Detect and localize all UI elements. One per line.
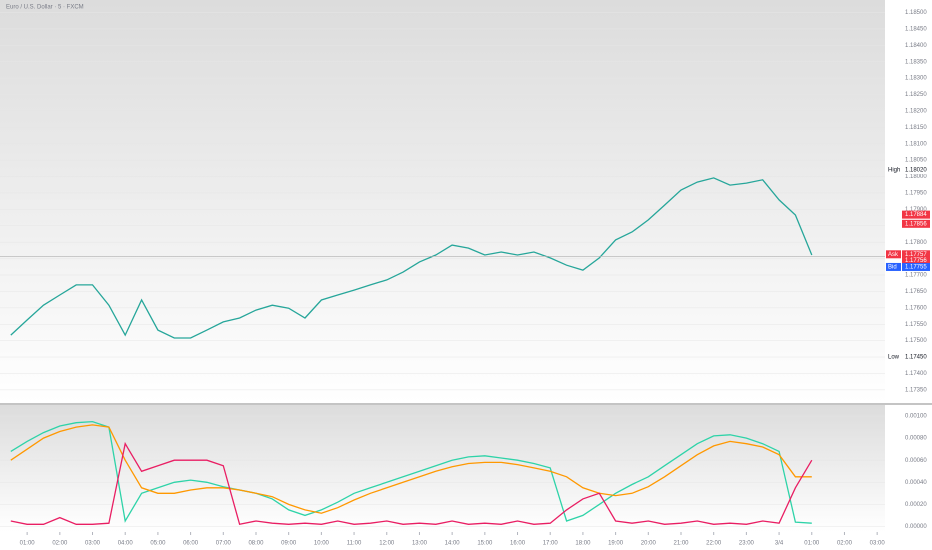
y-tick-label: 1.18400 xyxy=(905,43,927,49)
price-label-box xyxy=(902,165,930,174)
x-tick-label: 07:00 xyxy=(216,541,232,547)
x-tick-label: 13:00 xyxy=(412,541,428,547)
x-tick-label: 18:00 xyxy=(575,541,591,547)
y-tick-label: 0.00080 xyxy=(905,436,927,442)
y-tick-label: 1.17400 xyxy=(905,371,927,377)
series-line xyxy=(10,424,812,514)
x-tick-label: 3/4 xyxy=(775,541,784,547)
y-tick-label: 1.17650 xyxy=(905,289,927,295)
price-label-box xyxy=(902,210,930,219)
price-label-name: High xyxy=(888,168,900,174)
x-tick-label: 20:00 xyxy=(641,541,657,547)
y-tick-label: 0.00000 xyxy=(905,524,927,530)
x-tick-label: 15:00 xyxy=(477,541,493,547)
price-label-box xyxy=(902,219,930,228)
y-tick-label: 1.17350 xyxy=(905,387,927,393)
price-label-name: Bid xyxy=(888,265,897,271)
price-label: 1.17450 xyxy=(905,355,927,361)
x-tick-label: 02:00 xyxy=(52,541,68,547)
x-tick-label: 21:00 xyxy=(673,541,689,547)
y-tick-label: 1.17600 xyxy=(905,305,927,311)
y-tick-label: 1.18150 xyxy=(905,125,927,131)
y-tick-label: 0.00020 xyxy=(905,502,927,508)
price-label-name: Ask xyxy=(888,252,899,258)
y-tick-label: 1.18050 xyxy=(905,158,927,164)
price-pane xyxy=(0,0,885,403)
price-label-tag xyxy=(886,262,901,271)
x-tick-label: 10:00 xyxy=(314,541,330,547)
chart-title: Euro / U.S. Dollar · 5 · FXCM xyxy=(6,5,84,11)
series-line xyxy=(10,177,813,339)
x-tick-label: 22:00 xyxy=(706,541,722,547)
price-label-tag xyxy=(886,250,901,259)
y-tick-label: 0.00100 xyxy=(905,414,927,420)
price-label: 1.17856 xyxy=(905,221,927,227)
x-tick-label: 01:00 xyxy=(20,541,36,547)
price-label-box xyxy=(902,353,930,362)
y-tick-label: 1.18500 xyxy=(905,10,927,16)
x-tick-label: 11:00 xyxy=(347,541,362,547)
y-tick-label: 1.17900 xyxy=(905,207,927,213)
y-tick-label: 1.18350 xyxy=(905,59,927,65)
y-tick-label: 1.18000 xyxy=(905,174,927,180)
indicator-pane xyxy=(0,405,885,532)
y-tick-label: 1.18450 xyxy=(905,26,927,32)
y-tick-label: 1.17500 xyxy=(905,338,927,344)
series-line xyxy=(10,420,812,524)
y-tick-label: 0.00060 xyxy=(905,458,927,464)
y-tick-label: 1.17550 xyxy=(905,322,927,328)
y-tick-label: 1.17700 xyxy=(905,273,927,279)
y-tick-label: 1.18200 xyxy=(905,109,927,115)
series-line xyxy=(10,441,813,526)
price-label-name: Low xyxy=(888,355,900,361)
x-tick-label: 04:00 xyxy=(118,541,134,547)
x-tick-label: 06:00 xyxy=(183,541,199,547)
x-tick-label: 19:00 xyxy=(608,541,624,547)
price-label-box xyxy=(902,262,930,271)
price-label-tag xyxy=(886,353,901,362)
x-tick-label: 08:00 xyxy=(248,541,264,547)
x-tick-label: 16:00 xyxy=(510,541,526,547)
price-label: 1.18020 xyxy=(905,168,927,174)
price-label: 1.17755 xyxy=(905,265,927,271)
y-tick-label: 1.17950 xyxy=(905,191,927,197)
price-label-tag xyxy=(886,165,901,174)
y-tick-label: 0.00040 xyxy=(905,480,927,486)
price-label-box xyxy=(902,250,930,259)
x-tick-label: 12:00 xyxy=(379,541,395,547)
price-label: 1.17884 xyxy=(905,212,927,218)
price-label: 1.17757 xyxy=(905,252,927,258)
y-tick-label: 1.17800 xyxy=(905,240,927,246)
x-tick-label: 02:00 xyxy=(837,541,853,547)
x-tick-label: 17:00 xyxy=(543,541,559,547)
x-tick-label: 03:00 xyxy=(85,541,101,547)
x-tick-label: 23:00 xyxy=(739,541,755,547)
x-tick-label: 14:00 xyxy=(445,541,461,547)
y-tick-label: 1.18300 xyxy=(905,76,927,82)
price-label: 1.17756 xyxy=(905,258,927,264)
x-tick-label: 09:00 xyxy=(281,541,297,547)
x-tick-label: 01:00 xyxy=(804,541,820,547)
x-tick-label: 03:00 xyxy=(870,541,886,547)
y-tick-label: 1.18250 xyxy=(905,92,927,98)
y-tick-label: 1.18100 xyxy=(905,141,927,147)
x-tick-label: 05:00 xyxy=(150,541,166,547)
